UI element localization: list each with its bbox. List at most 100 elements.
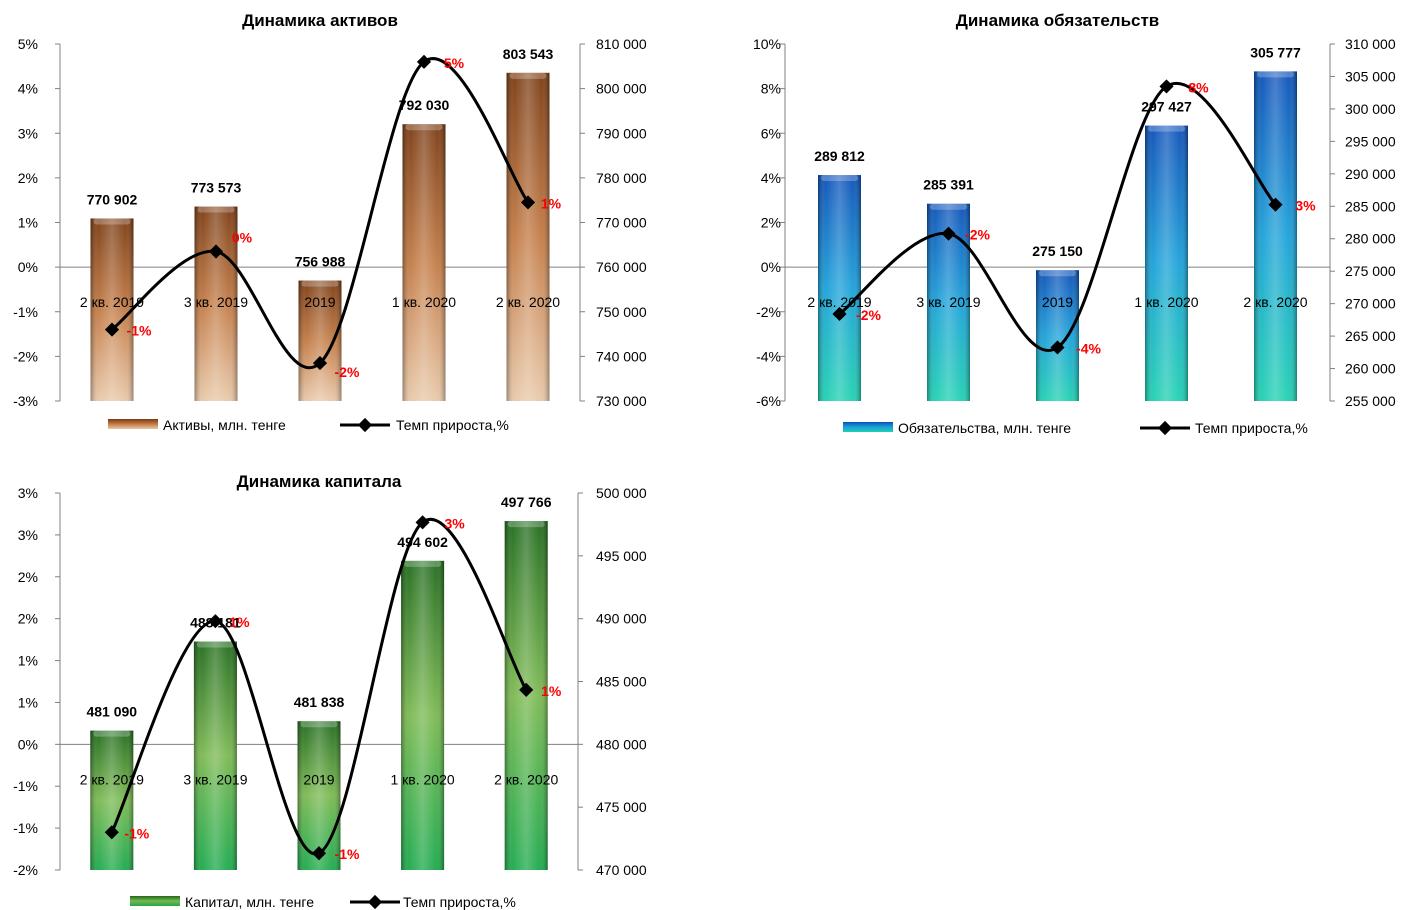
legend-line-label: Темп прироста,% bbox=[403, 894, 516, 910]
bar-cap bbox=[301, 280, 339, 287]
bar-value-label: 497 766 bbox=[501, 494, 552, 510]
left-tick-label: 2% bbox=[18, 611, 38, 627]
left-tick-label: 0% bbox=[761, 259, 781, 275]
growth-percent-label: 8% bbox=[1188, 79, 1209, 95]
bar-value-label: 289 812 bbox=[814, 148, 865, 164]
bar-cap bbox=[507, 521, 545, 528]
bar-value-label: 756 988 bbox=[295, 254, 346, 270]
right-tick-label: 270 000 bbox=[1345, 296, 1396, 312]
left-tick-label: 10% bbox=[753, 36, 781, 52]
bar-value-label: 773 573 bbox=[191, 180, 242, 196]
growth-marker bbox=[1050, 340, 1065, 355]
growth-percent-label: -2% bbox=[856, 307, 881, 323]
right-tick-label: 475 000 bbox=[596, 799, 647, 815]
right-tick-label: 275 000 bbox=[1345, 263, 1396, 279]
legend-line-marker bbox=[357, 417, 373, 433]
bar-value-label: 285 391 bbox=[923, 177, 974, 193]
bar-value-label: 481 090 bbox=[86, 704, 137, 720]
right-tick-label: 495 000 bbox=[596, 548, 647, 564]
left-tick-label: 2% bbox=[18, 569, 38, 585]
growth-percent-label: -2% bbox=[335, 364, 360, 380]
category-label: 2019 bbox=[1042, 294, 1073, 310]
growth-percent-label: -1% bbox=[127, 323, 152, 339]
right-tick-label: 760 000 bbox=[596, 259, 647, 275]
bar-cap bbox=[509, 72, 547, 79]
right-tick-label: 800 000 bbox=[596, 81, 647, 97]
category-label: 2019 bbox=[304, 294, 335, 310]
right-tick-label: 780 000 bbox=[596, 170, 647, 186]
growth-marker bbox=[104, 322, 120, 337]
bar-cap bbox=[1039, 270, 1076, 277]
legend-bar-swatch bbox=[843, 422, 893, 432]
growth-percent-label: 1% bbox=[541, 195, 562, 211]
bar-shade bbox=[1036, 270, 1079, 401]
legend-bar-label: Активы, млн. тенге bbox=[163, 417, 286, 433]
right-tick-label: 770 000 bbox=[596, 215, 647, 231]
right-tick-label: 490 000 bbox=[596, 611, 647, 627]
category-label: 1 кв. 2020 bbox=[392, 294, 456, 310]
left-tick-label: -2% bbox=[756, 304, 781, 320]
left-tick-label: 0% bbox=[18, 736, 38, 752]
growth-percent-label: -4% bbox=[1076, 340, 1101, 356]
left-tick-label: 0% bbox=[18, 259, 38, 275]
bar-cap bbox=[821, 175, 858, 182]
bar-cap bbox=[1257, 71, 1294, 78]
growth-marker bbox=[519, 682, 534, 697]
bar-shade bbox=[90, 218, 134, 401]
bar-value-label: 803 543 bbox=[503, 46, 554, 62]
growth-line bbox=[111, 57, 530, 369]
category-label: 2 кв. 2020 bbox=[494, 771, 558, 787]
bar-shade bbox=[193, 641, 237, 870]
bar-shade bbox=[1254, 71, 1297, 402]
category-label: 1 кв. 2020 bbox=[391, 771, 455, 787]
bar-shade bbox=[90, 730, 134, 870]
bar-value-label: 481 838 bbox=[294, 694, 345, 710]
right-tick-label: 485 000 bbox=[596, 674, 647, 690]
growth-marker bbox=[1268, 197, 1283, 212]
category-label: 1 кв. 2020 bbox=[1134, 294, 1198, 310]
bar-cap bbox=[197, 206, 235, 213]
right-tick-label: 750 000 bbox=[596, 304, 647, 320]
bar-shade bbox=[194, 206, 238, 401]
growth-percent-label: 3% bbox=[1295, 198, 1316, 214]
bar-value-label: 792 030 bbox=[399, 97, 450, 113]
left-tick-label: -3% bbox=[13, 393, 38, 409]
bar-cap bbox=[300, 721, 338, 728]
growth-marker bbox=[208, 614, 223, 629]
chart-title: Динамика капитала bbox=[237, 472, 402, 491]
growth-percent-label: -1% bbox=[124, 825, 149, 841]
growth-marker bbox=[311, 846, 327, 861]
bar-value-label: 770 902 bbox=[87, 191, 138, 207]
right-tick-label: 310 000 bbox=[1345, 36, 1396, 52]
bar-cap bbox=[93, 218, 131, 225]
left-tick-label: -1% bbox=[13, 820, 38, 836]
left-tick-label: 1% bbox=[18, 653, 38, 669]
growth-percent-label: 3% bbox=[444, 515, 465, 531]
bar-shade bbox=[506, 72, 550, 401]
growth-marker bbox=[208, 244, 224, 259]
bar-shade bbox=[1145, 125, 1188, 401]
bar-cap bbox=[196, 641, 234, 648]
growth-marker bbox=[104, 825, 119, 840]
growth-marker bbox=[832, 306, 847, 322]
category-label: 3 кв. 2019 bbox=[184, 294, 248, 310]
right-tick-label: 280 000 bbox=[1345, 231, 1396, 247]
growth-percent-label: 1% bbox=[541, 683, 562, 699]
category-label: 2019 bbox=[303, 771, 334, 787]
bar-shade bbox=[402, 124, 446, 401]
bar-shade bbox=[818, 175, 861, 401]
growth-percent-label: 5% bbox=[444, 55, 465, 71]
growth-marker bbox=[416, 54, 432, 69]
bar-cap bbox=[405, 124, 443, 131]
growth-percent-label: -1% bbox=[335, 846, 360, 862]
liabilities-chart: Динамика обязательств -6% -4% -2% 0% 2% 4% 6% 8%… bbox=[753, 11, 1396, 436]
left-tick-label: -4% bbox=[756, 348, 781, 364]
left-tick-label: -1% bbox=[13, 778, 38, 794]
capital-chart: Динамика капитала -2% -1% -1% 0% 1% 1% 2% 2% 3% 3%… bbox=[13, 472, 647, 910]
bar-value-label: 305 777 bbox=[1250, 44, 1301, 60]
bar-shade bbox=[401, 560, 445, 870]
bar-cap bbox=[93, 730, 131, 737]
right-tick-label: 500 000 bbox=[596, 485, 647, 501]
category-label: 2 кв. 2019 bbox=[80, 294, 144, 310]
